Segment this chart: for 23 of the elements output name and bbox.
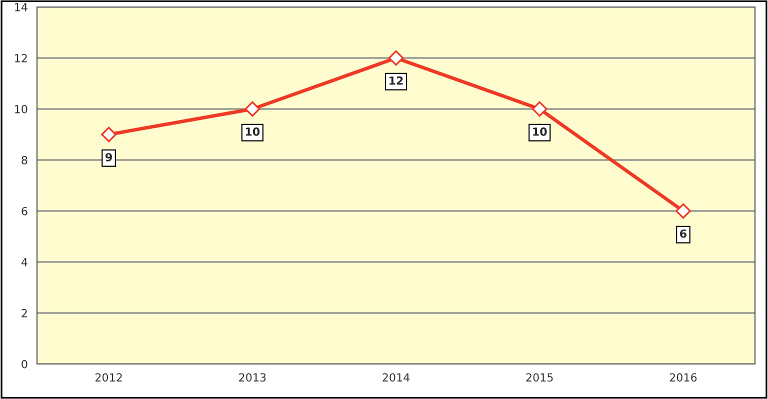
y-tick-label: 14 (15, 3, 28, 12)
data-label: 12 (390, 76, 403, 85)
x-tick-label: 2012 (95, 373, 122, 382)
data-label: 10 (533, 127, 547, 136)
point (388, 50, 404, 66)
y-tick-label: 2 (22, 308, 27, 318)
data-label: 10 (246, 127, 260, 136)
x-tick-label: 2015 (526, 373, 553, 382)
data-label: 9 (106, 152, 112, 162)
x-tick-label: 2014 (382, 373, 410, 382)
y-tick-label: 10 (15, 104, 28, 114)
y-tick-label: 4 (21, 258, 28, 266)
point (101, 126, 117, 142)
x-tick-label: 2013 (239, 373, 266, 382)
point (532, 101, 548, 117)
data-label: 6 (680, 229, 686, 238)
y-tick-label: 0 (22, 360, 28, 368)
y-tick-label: 6 (22, 206, 28, 216)
x-tick-label: 2016 (670, 373, 697, 382)
y-tick-label: 8 (22, 156, 28, 164)
point (675, 203, 691, 219)
point (244, 101, 260, 117)
y-tick-label: 12 (15, 54, 27, 62)
